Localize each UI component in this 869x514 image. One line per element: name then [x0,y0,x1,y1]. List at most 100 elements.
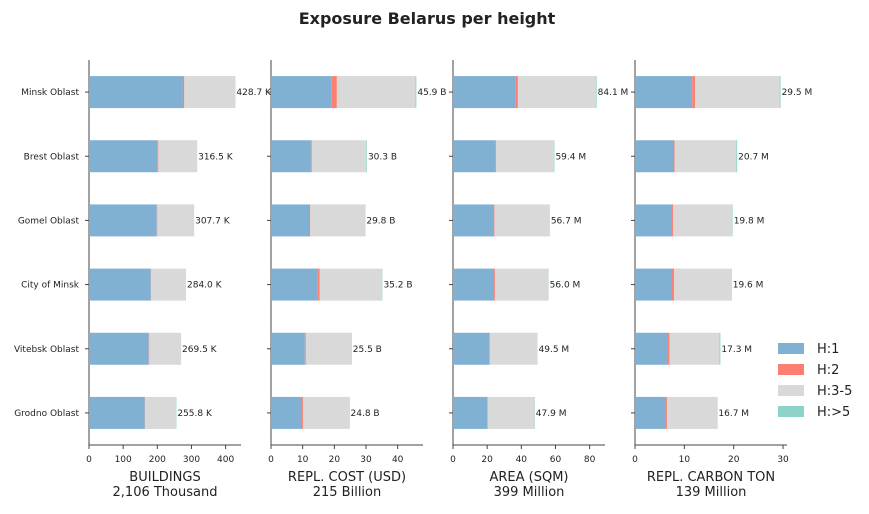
value-label: 29.5 M [782,88,813,98]
bar-segment [666,397,667,429]
value-label: 45.9 B [417,88,446,98]
y-tick-label: Minsk Oblast [21,88,79,98]
bar-segment [89,333,149,365]
bar-segment [670,333,720,365]
bar-segment [518,76,596,108]
y-tick-label: City of Minsk [21,281,80,291]
y-tick-label: Vitebsk Oblast [14,345,80,355]
value-label: 59.4 M [555,152,586,162]
legend-swatch [778,385,804,396]
x-tick-label: 20 [728,455,740,465]
bar-segment [149,333,181,365]
bar-segment [674,269,731,301]
value-label: 56.7 M [551,216,582,226]
bar-segment [306,333,352,365]
x-tick-label: 40 [392,455,404,465]
bar-segment [271,204,309,236]
bar-segment [320,269,382,301]
chart-title: Exposure Belarus per height [299,9,556,28]
bar-segment [635,140,673,172]
bar-segment [668,333,669,365]
bar-segment [349,397,350,429]
bar-segment [515,76,518,108]
bar-segment [692,76,695,108]
value-label: 49.5 M [539,345,570,355]
x-axis-label: 215 Billion [313,485,382,500]
x-tick-label: 0 [450,455,456,465]
bar-segment [318,269,320,301]
legend-swatch [778,343,804,354]
x-tick-label: 100 [115,455,132,465]
value-label: 20.7 M [738,152,769,162]
value-label: 316.5 K [198,152,234,162]
x-axis-label: REPL. COST (USD) [288,470,406,485]
bar-segment [674,140,736,172]
bar-segment [672,204,673,236]
bar-segment [89,140,158,172]
value-label: 19.8 M [734,216,765,226]
x-tick-label: 0 [86,455,92,465]
value-label: 255.8 K [177,409,213,419]
bar-segment [495,204,550,236]
x-tick-label: 20 [329,455,341,465]
bar-segment [453,333,489,365]
bar-segment [271,333,305,365]
legend-label: H:2 [817,363,839,378]
bar-segment [494,269,495,301]
y-tick-label: Grodno Oblast [14,409,79,419]
bar-segment [635,204,672,236]
x-tick-label: 40 [516,455,528,465]
bar-segment [89,397,145,429]
bar-segment [635,269,672,301]
bar-segment [453,140,495,172]
x-axis-label: AREA (SQM) [489,470,568,485]
x-tick-label: 200 [149,455,166,465]
bar-segment [310,204,365,236]
bar-segment [635,76,692,108]
x-tick-label: 400 [217,455,234,465]
bar-segment [183,76,184,108]
legend-swatch [778,364,804,375]
bar-segment [332,76,337,108]
value-label: 84.1 M [598,88,629,98]
bar-segment [415,76,416,108]
bar-segment [271,76,332,108]
bar-segment [89,269,151,301]
bar-segment [667,397,717,429]
value-label: 30.3 B [368,152,397,162]
x-axis-label: REPL. CARBON TON [647,470,775,485]
bar-segment [489,333,490,365]
bar-segment [672,269,674,301]
bar-segment [145,397,176,429]
value-label: 25.5 B [353,345,382,355]
bar-segment [302,397,303,429]
legend-label: H:1 [817,342,839,357]
x-tick-label: 30 [360,455,372,465]
x-tick-label: 0 [632,455,638,465]
bar-segment [303,397,349,429]
bar-segment [149,333,150,365]
bar-segment [635,333,668,365]
bar-segment [490,333,537,365]
x-tick-label: 20 [481,455,493,465]
bar-segment [488,397,535,429]
bar-segment [271,397,302,429]
x-tick-label: 10 [297,455,309,465]
bar-segment [495,269,548,301]
bar-segment [158,140,197,172]
bar-segment [596,76,597,108]
bar-segment [158,140,159,172]
x-tick-label: 80 [584,455,596,465]
x-tick-label: 30 [777,455,789,465]
x-tick-label: 60 [550,455,562,465]
bar-segment [453,269,494,301]
bar-segment [453,204,494,236]
bar-segment [151,269,186,301]
x-tick-label: 0 [268,455,274,465]
bar-segment [673,204,732,236]
value-label: 19.6 M [733,281,764,291]
bar-segment [673,140,674,172]
legend-label: H:3-5 [817,384,852,399]
bar-segment [780,76,781,108]
bar-segment [719,333,720,365]
